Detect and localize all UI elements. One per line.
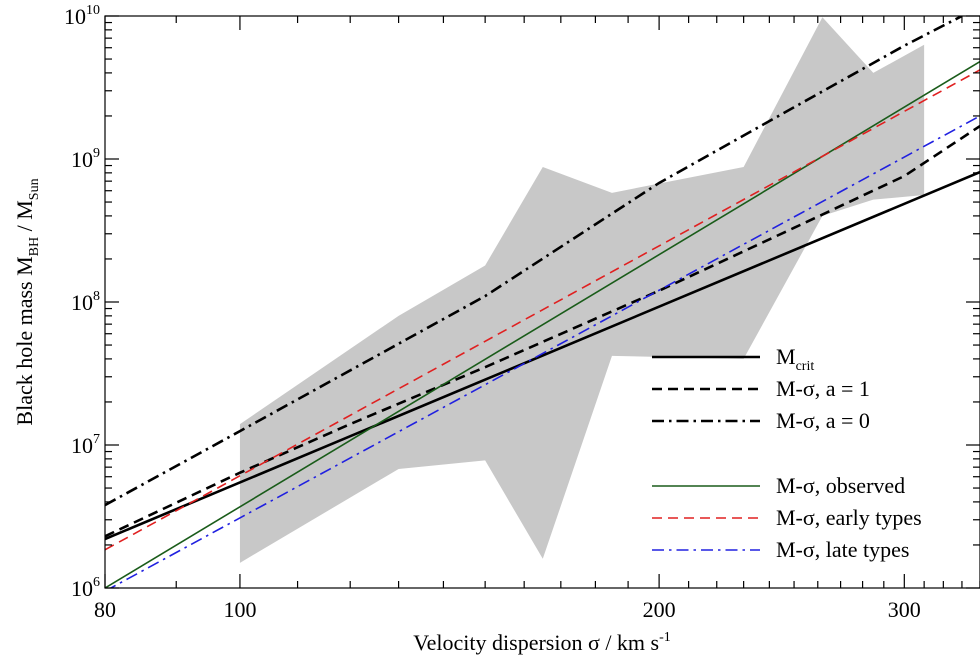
series-lines xyxy=(105,16,980,588)
y-tick-label: 108 xyxy=(71,289,100,315)
legend-label: M-σ, late types xyxy=(776,537,909,562)
axis-ticks xyxy=(104,15,980,589)
x-tick-label: 100 xyxy=(223,597,256,622)
legend-item: Mcrit xyxy=(652,344,814,374)
y-tick-label: 106 xyxy=(71,575,100,601)
y-tick-label: 109 xyxy=(71,146,100,172)
legend-item: M-σ, early types xyxy=(652,505,922,530)
x-tick-label: 80 xyxy=(94,597,116,622)
legend-item: M-σ, a = 0 xyxy=(652,408,870,433)
legend-label: M-σ, early types xyxy=(776,505,922,530)
y-axis-title: Black hole mass MBH / MSun xyxy=(12,178,42,425)
legend-label: M-σ, observed xyxy=(776,473,905,498)
series-line-3 xyxy=(105,16,963,507)
axis-tick-labels: 80 100 200 300 106 107 108 109 1010 xyxy=(64,3,921,622)
legend-item: M-σ, late types xyxy=(652,537,909,562)
legend-label: Mcrit xyxy=(776,344,814,374)
series-line-5 xyxy=(105,69,980,551)
x-tick-label: 200 xyxy=(643,597,676,622)
scatter-range-band xyxy=(239,17,925,563)
y-tick-label: 107 xyxy=(71,432,100,458)
series-line-1 xyxy=(105,170,980,541)
legend-label: M-σ, a = 1 xyxy=(776,376,870,401)
legend-item: M-σ, observed xyxy=(652,473,905,498)
legend-item: M-σ, a = 1 xyxy=(652,376,870,401)
x-tick-label: 300 xyxy=(888,597,921,622)
series-line-2 xyxy=(105,124,980,538)
range-band-polygon xyxy=(239,17,925,563)
series-line-4 xyxy=(105,60,980,588)
series-line-6 xyxy=(109,115,980,588)
x-axis-title: Velocity dispersion σ / km s-1 xyxy=(413,630,671,655)
legend-label: M-σ, a = 0 xyxy=(776,408,870,433)
y-tick-label: 1010 xyxy=(64,3,100,29)
